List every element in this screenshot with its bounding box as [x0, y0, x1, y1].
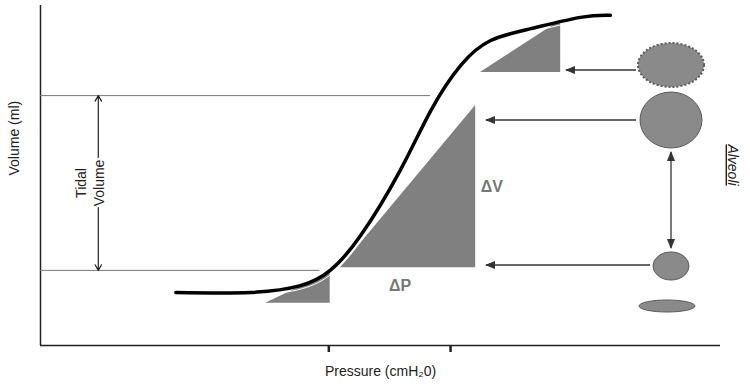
svg-text:Pressure (cmH₂0): Pressure (cmH₂0)	[325, 363, 436, 379]
svg-text:Alveoli: Alveoli	[725, 143, 741, 186]
svg-text:ΔV: ΔV	[481, 178, 504, 195]
svg-text:Volume (ml): Volume (ml)	[6, 101, 22, 176]
svg-text:TidalVolume: TidalVolume	[73, 159, 107, 206]
svg-text:ΔP: ΔP	[389, 277, 412, 294]
